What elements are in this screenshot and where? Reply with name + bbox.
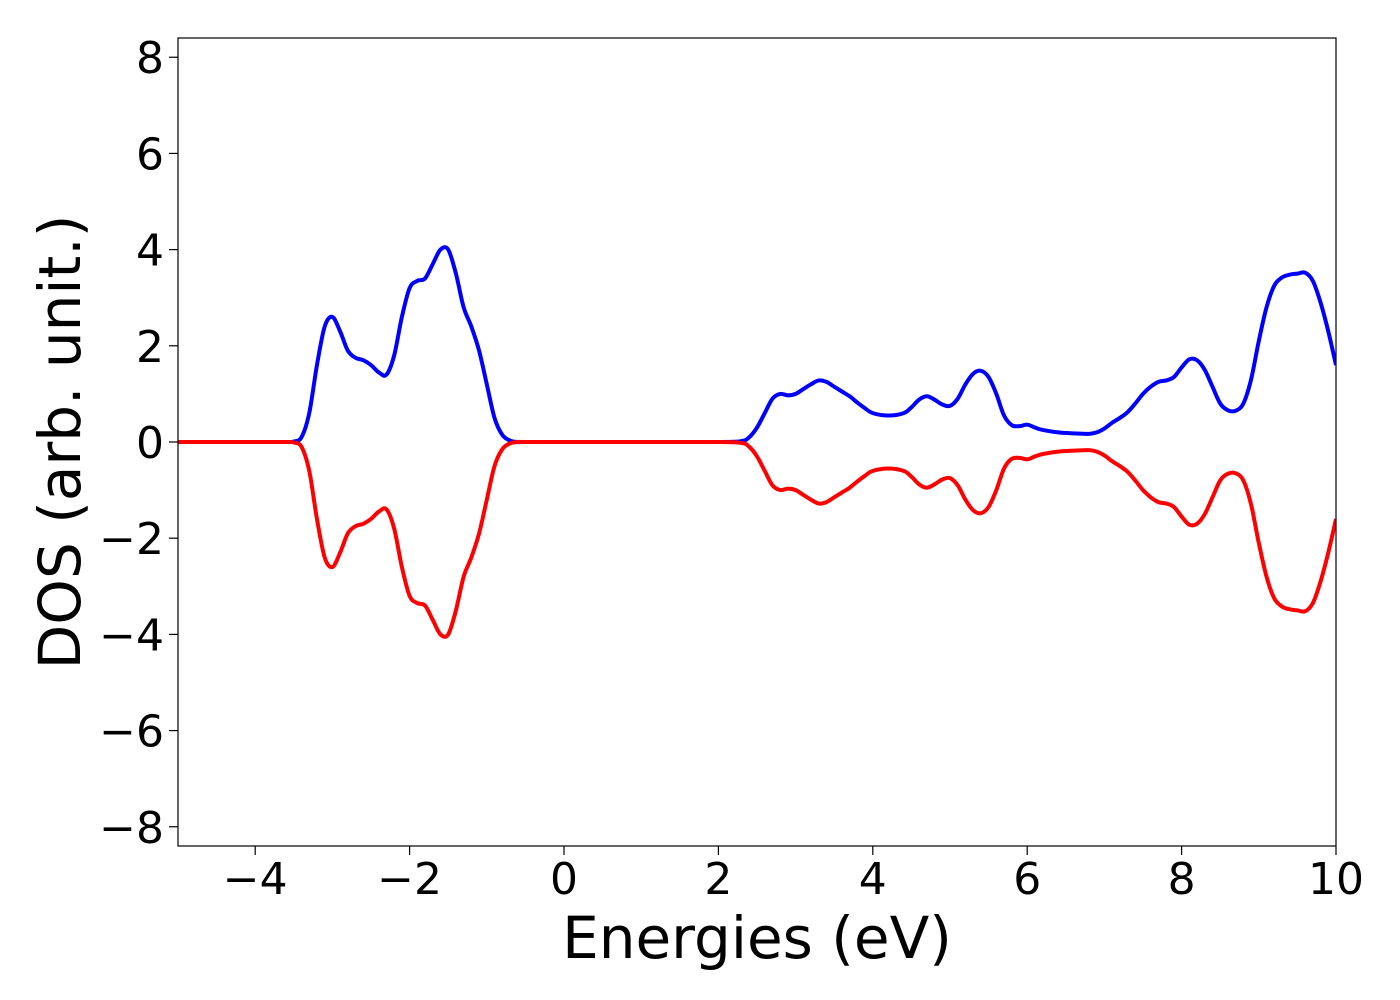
series-line-red <box>178 439 1336 639</box>
x-tick-label: 4 <box>859 854 887 905</box>
x-axis-label: Energies (eV) <box>562 904 952 972</box>
y-tick-label: −2 <box>99 514 164 565</box>
y-tick-label: −6 <box>99 707 164 758</box>
x-tick-label: 6 <box>1013 854 1041 905</box>
x-tick-label: −4 <box>223 854 288 905</box>
y-tick-label: 8 <box>136 33 164 84</box>
plot-frame <box>177 37 1337 847</box>
x-tick-label: 10 <box>1308 854 1364 905</box>
y-axis-label: DOS (arb. unit.) <box>26 215 94 670</box>
x-tick-label: 0 <box>550 854 578 905</box>
y-tick-label: 4 <box>136 226 164 277</box>
y-tick-label: 0 <box>136 418 164 469</box>
x-axis-ticks: −4 −2 0 2 4 6 8 10 <box>223 846 1364 905</box>
y-tick-label: 2 <box>136 322 164 373</box>
y-tick-label: −4 <box>99 610 164 661</box>
series-layer <box>178 245 1336 639</box>
y-tick-label: 6 <box>136 129 164 180</box>
y-tick-label: −8 <box>99 803 164 854</box>
x-tick-label: 8 <box>1168 854 1196 905</box>
x-tick-label: 2 <box>704 854 732 905</box>
y-axis-ticks: −8 −6 −4 −2 0 2 4 6 8 <box>99 33 178 854</box>
x-tick-label: −2 <box>377 854 442 905</box>
series-line-blue <box>178 245 1336 445</box>
